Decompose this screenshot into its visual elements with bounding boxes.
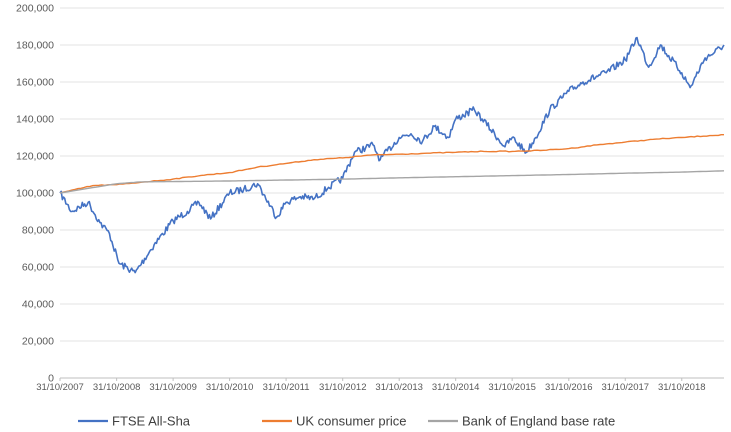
y-tick-label: 120,000 <box>16 151 54 163</box>
gridlines <box>60 7 724 379</box>
x-tick-label: 31/10/2010 <box>206 382 254 393</box>
y-tick-label: 20,000 <box>22 336 54 348</box>
y-tick-label: 140,000 <box>16 114 54 126</box>
x-tick-label: 31/10/2008 <box>93 382 141 393</box>
y-tick-label: 180,000 <box>16 40 54 52</box>
x-tick-label: 31/10/2017 <box>602 382 650 393</box>
legend-label: Bank of England base rate <box>462 414 615 429</box>
series-line-ftse-all-share <box>59 36 725 274</box>
x-tick-label: 31/10/2015 <box>488 382 536 393</box>
legend-label: FTSE All-Sha <box>112 414 191 429</box>
legend: FTSE All-Sha UK consumer price Bank of Eng… <box>78 414 615 429</box>
legend-item: Bank of England base rate <box>428 414 615 429</box>
x-tick-label: 31/10/2018 <box>658 382 706 393</box>
x-tick-label: 31/10/2012 <box>319 382 367 393</box>
series-line-bank-of-england-base-rate <box>59 170 725 194</box>
y-tick-label: 60,000 <box>22 262 54 274</box>
legend-item: UK consumer price <box>262 414 407 429</box>
y-tick-label: 160,000 <box>16 77 54 89</box>
series-line-uk-consumer-price <box>59 134 724 194</box>
y-tick-label: 40,000 <box>22 299 54 311</box>
x-tick-label: 31/10/2016 <box>545 382 593 393</box>
series-lines <box>59 36 725 274</box>
x-tick-label: 31/10/2009 <box>149 382 197 393</box>
legend-item: FTSE All-Sha <box>78 414 191 429</box>
x-tick-label: 31/10/2014 <box>432 382 480 393</box>
x-tick-label: 31/10/2007 <box>36 382 84 393</box>
y-tick-label: 100,000 <box>16 188 54 200</box>
y-tick-label: 80,000 <box>22 225 54 237</box>
x-tick-label: 31/10/2011 <box>263 382 310 393</box>
x-tick-label: 31/10/2013 <box>375 382 423 393</box>
legend-label: UK consumer price <box>296 414 407 429</box>
y-axis-ticks: 0 20,000 40,000 60,000 80,000 100,000 120,000 1… <box>16 3 54 385</box>
y-tick-label: 200,000 <box>16 3 54 15</box>
x-axis-ticks: 31/10/2007 31/10/2008 31/10/2009 31/10/2010… <box>36 378 706 393</box>
y-tick-label: 0 <box>48 373 54 385</box>
